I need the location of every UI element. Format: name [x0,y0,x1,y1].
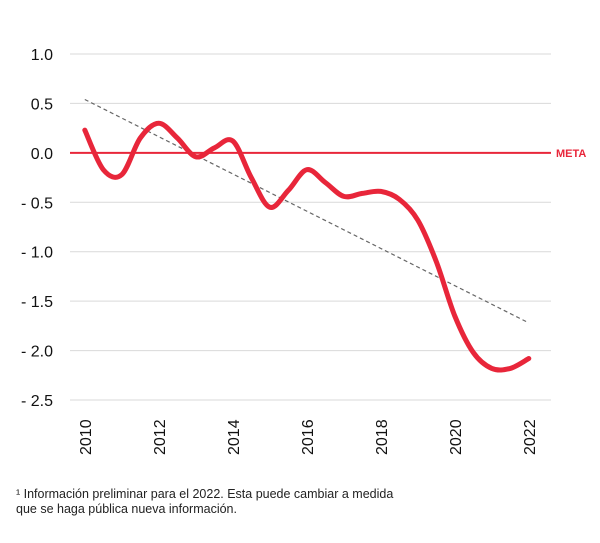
series-line [82,120,532,373]
y-tick-label: - 1.5 [21,294,53,311]
x-tick-label: 2022 [522,419,539,455]
footnote-line-2: que se haga pública nueva información. [16,502,237,516]
x-tick-label: 2018 [374,419,391,455]
chart: 1.00.50.0- 0.5- 1.0- 1.5- 2.0- 2.5 2010 2… [21,47,586,455]
meta-label: META [556,148,586,160]
y-tick-label: - 0.5 [21,195,53,212]
x-tick-label: 2020 [448,419,465,455]
footnote-line-1: ¹ Información preliminar para el 2022. E… [16,487,394,501]
y-tick-label: 0.0 [31,146,53,163]
x-tick-label: 2016 [300,419,317,455]
y-axis-ticks: 1.0 0.5 0.0 - 0.5 - 1.0 - 1.5 - 2.0 - 2.5 [21,47,53,410]
y-tick-label: - 1.0 [21,245,53,262]
trend-line-group [84,98,530,324]
y-tick-label: 1.0 [31,47,53,64]
y-tick-label: - 2.0 [21,344,53,361]
footnote: ¹ Información preliminar para el 2022. E… [16,487,436,517]
x-tick-label: 2014 [226,419,243,455]
meta-reference-group: META [70,148,586,160]
series-group [82,120,532,373]
x-tick-label: 2012 [152,419,169,455]
x-axis-ticks: 2010 2012 2014 2016 2018 2020 2022 [78,419,539,455]
x-tick-label: 2010 [78,419,95,455]
trend-line [84,98,530,324]
y-tick-label: - 2.5 [21,393,53,410]
y-tick-label: 0.5 [31,96,53,113]
gridlines [70,53,551,401]
